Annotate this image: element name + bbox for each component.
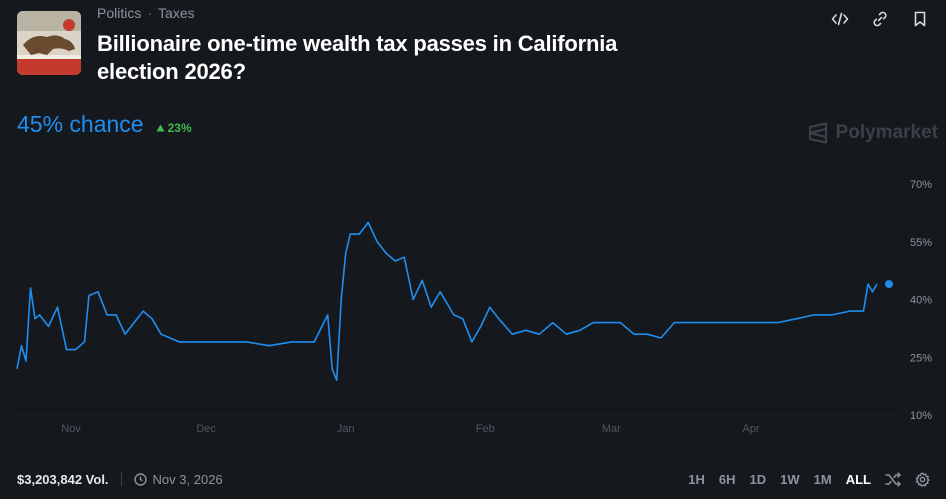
triangle-up-icon	[156, 124, 165, 132]
y-tick-label: 10%	[910, 410, 932, 422]
header-actions	[830, 9, 930, 29]
series-line	[16, 221, 878, 382]
y-tick-label: 40%	[910, 295, 932, 307]
breadcrumb-category[interactable]: Politics	[97, 5, 142, 21]
y-tick-label: 70%	[910, 179, 932, 191]
polymarket-watermark: Polymarket	[808, 122, 938, 144]
market-thumbnail	[17, 11, 81, 75]
link-icon	[873, 11, 887, 27]
x-tick-label: Jan	[337, 423, 355, 435]
gear-icon	[915, 471, 930, 487]
shuffle-icon	[885, 471, 901, 487]
range-6h[interactable]: 6H	[718, 471, 736, 487]
shuffle-button[interactable]	[885, 471, 901, 487]
range-1m[interactable]: 1M	[813, 471, 832, 487]
clock-icon	[133, 472, 147, 486]
range-1h[interactable]: 1H	[688, 471, 705, 487]
price-chart[interactable]: 70% 55% 40% 25% 10% Nov Dec Jan Feb Mar Apr	[0, 150, 946, 445]
footer-divider	[120, 472, 122, 486]
y-tick-label: 25%	[910, 352, 932, 364]
polymarket-logo-icon	[808, 122, 827, 144]
chance-change-value: 23%	[167, 121, 192, 135]
x-tick-label: Dec	[196, 423, 216, 435]
x-tick-label: Feb	[476, 423, 495, 435]
current-value-dot	[885, 280, 893, 289]
end-date-value: Nov 3, 2026	[152, 471, 223, 487]
embed-button[interactable]	[830, 9, 850, 29]
copy-link-button[interactable]	[870, 9, 890, 29]
time-range-selector: 1H 6H 1D 1W 1M ALL	[688, 472, 930, 487]
x-tick-label: Apr	[742, 423, 759, 435]
range-1d[interactable]: 1D	[749, 471, 767, 487]
range-1w[interactable]: 1W	[780, 471, 800, 487]
breadcrumb-subcategory[interactable]: Taxes	[158, 5, 195, 21]
y-tick-label: 55%	[910, 237, 932, 249]
x-tick-label: Nov	[61, 423, 81, 435]
volume-label: $3,203,842 Vol.	[17, 471, 109, 487]
embed-icon	[831, 12, 849, 26]
breadcrumb-separator: ·	[147, 5, 153, 21]
chance-percentage: 45% chance	[17, 111, 144, 137]
breadcrumb: Politics · Taxes	[97, 5, 195, 21]
x-tick-label: Mar	[602, 423, 621, 435]
range-all[interactable]: ALL	[845, 471, 871, 487]
brand-name: Polymarket	[835, 122, 938, 143]
end-date: Nov 3, 2026	[133, 471, 223, 487]
chance-summary: 45% chance 23%	[17, 111, 192, 138]
bookmark-icon	[914, 11, 926, 27]
market-title: Billionaire one-time wealth tax passes i…	[97, 31, 618, 84]
settings-button[interactable]	[915, 471, 930, 487]
footer-bar: $3,203,842 Vol. Nov 3, 2026 1H 6H 1D 1W …	[17, 469, 930, 489]
bookmark-button[interactable]	[910, 9, 930, 29]
chance-change-badge: 23%	[156, 121, 192, 135]
